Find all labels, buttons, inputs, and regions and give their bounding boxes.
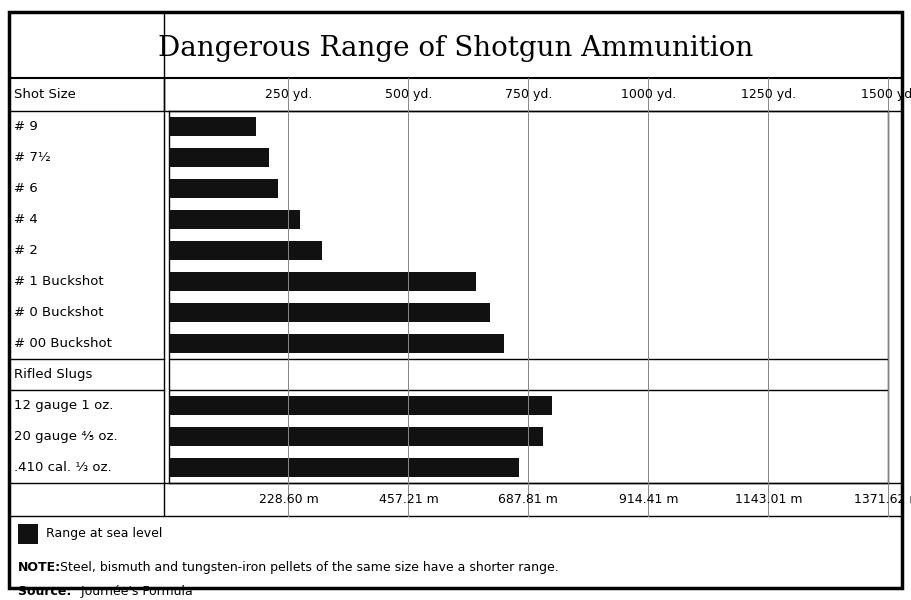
Text: # 9: # 9	[14, 120, 37, 133]
Text: 500 yd.: 500 yd.	[384, 88, 432, 101]
Text: 1500 yd.: 1500 yd.	[861, 88, 911, 101]
Text: 1371.62 m: 1371.62 m	[855, 493, 911, 506]
Bar	[169, 148, 270, 167]
Text: 1143.01 m: 1143.01 m	[734, 493, 802, 506]
Text: 20 gauge ⅘ oz.: 20 gauge ⅘ oz.	[14, 430, 118, 443]
Text: Rifled Slugs: Rifled Slugs	[14, 368, 92, 381]
Bar	[169, 396, 552, 415]
Text: 1000 yd.: 1000 yd.	[620, 88, 676, 101]
Bar	[169, 210, 300, 229]
Text: 750 yd.: 750 yd.	[505, 88, 552, 101]
Text: # 4: # 4	[14, 213, 37, 226]
Text: Shot Size: Shot Size	[14, 88, 76, 101]
Text: # 0 Buckshot: # 0 Buckshot	[14, 306, 103, 319]
Text: # 7½: # 7½	[14, 151, 50, 164]
Text: # 00 Buckshot: # 00 Buckshot	[14, 337, 111, 350]
Text: 914.41 m: 914.41 m	[619, 493, 678, 506]
Bar	[169, 427, 543, 446]
Text: .410 cal. ⅓ oz.: .410 cal. ⅓ oz.	[14, 461, 111, 474]
Text: 250 yd.: 250 yd.	[265, 88, 312, 101]
Text: 687.81 m: 687.81 m	[498, 493, 558, 506]
Bar	[169, 179, 278, 198]
Text: 1250 yd.: 1250 yd.	[741, 88, 796, 101]
Text: Steel, bismuth and tungsten-iron pellets of the same size have a shorter range.: Steel, bismuth and tungsten-iron pellets…	[56, 561, 559, 574]
Text: Range at sea level: Range at sea level	[46, 527, 162, 541]
Bar	[169, 303, 490, 322]
Text: 228.60 m: 228.60 m	[259, 493, 318, 506]
Bar	[169, 117, 256, 136]
Bar	[169, 241, 322, 260]
Text: NOTE:: NOTE:	[18, 561, 61, 574]
Bar	[169, 458, 518, 477]
Text: Journée's Formula: Journée's Formula	[77, 585, 193, 598]
Bar	[169, 334, 505, 353]
Text: # 2: # 2	[14, 244, 37, 257]
Text: Dangerous Range of Shotgun Ammunition: Dangerous Range of Shotgun Ammunition	[158, 34, 753, 61]
Text: # 6: # 6	[14, 182, 37, 195]
Text: 12 gauge 1 oz.: 12 gauge 1 oz.	[14, 399, 113, 412]
Text: # 1 Buckshot: # 1 Buckshot	[14, 275, 103, 288]
Bar	[169, 272, 476, 291]
Text: Source:: Source:	[18, 585, 76, 598]
Text: 457.21 m: 457.21 m	[379, 493, 438, 506]
